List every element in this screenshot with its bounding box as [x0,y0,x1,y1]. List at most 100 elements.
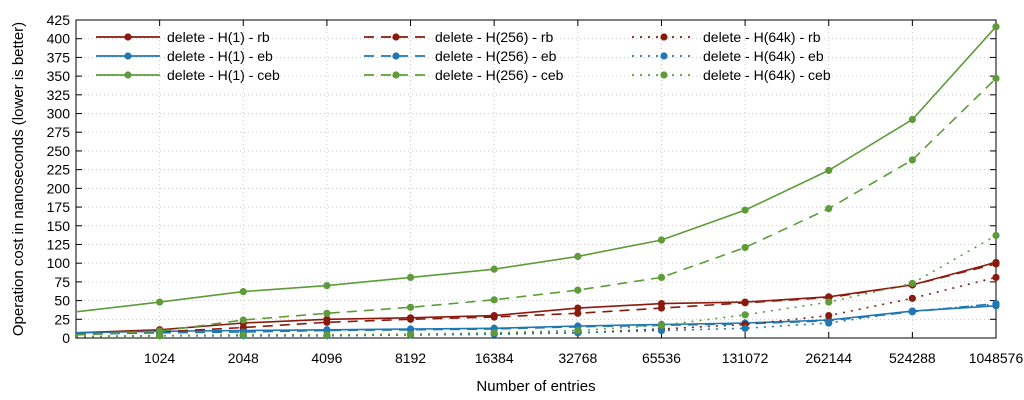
data-point [490,329,498,337]
legend-entry: delete - H(64k) - eb [632,48,824,64]
legend-marker [392,71,400,79]
legend-marker [124,52,132,60]
data-point [992,260,1000,268]
y-tick-label: 125 [47,236,71,252]
legend-label: delete - H(64k) - rb [703,29,821,45]
data-point [490,265,498,273]
y-tick-label: 325 [47,87,71,103]
series-line [75,26,997,313]
legend-entry: delete - H(64k) - ceb [632,67,831,83]
y-tick-label: 25 [54,311,70,327]
data-point [574,304,582,312]
series-line [75,302,997,336]
legend-entry: delete - H(256) - ceb [364,67,564,83]
data-point [239,331,247,339]
data-point [825,166,833,174]
x-tick-label: 131072 [722,350,769,366]
legend-label: delete - H(256) - rb [435,29,553,45]
y-tick-label: 75 [54,274,70,290]
y-tick-label: 350 [47,68,71,84]
legend-entry: delete - H(1) - eb [96,48,273,64]
x-tick-label: 1024 [144,350,175,366]
x-tick-label: 262144 [805,350,852,366]
legend-label: delete - H(256) - eb [435,48,557,64]
data-point [239,316,247,324]
data-point [825,319,833,327]
legend-marker [392,52,400,60]
data-point [657,304,666,312]
y-tick-label: 200 [47,180,71,196]
legend-label: delete - H(64k) - eb [703,48,824,64]
data-point [992,273,1000,281]
y-tick-label: 175 [47,199,71,215]
data-point [992,300,1000,308]
x-tick-label: 524288 [889,350,936,366]
legend-marker [660,71,668,79]
legend-entry: delete - H(256) - rb [364,29,553,45]
series-7 [75,300,1000,340]
data-point [574,326,582,335]
data-point [406,303,415,311]
x-tick-label: 4096 [311,350,342,366]
y-tick-label: 150 [47,218,71,234]
legend-marker [392,33,400,41]
y-axis-label: Operation cost in nanoseconds (lower is … [10,22,27,336]
legend-entry: delete - H(256) - eb [364,48,557,64]
data-point [156,332,164,340]
x-tick-label: 2048 [228,350,259,366]
data-point [657,326,666,335]
legend-label: delete - H(1) - ceb [167,67,280,83]
legend-marker [660,33,668,41]
data-point [657,321,666,329]
axis-ticks: 0 25 50 75 100 125 150 175 200 225 250 275 300 325 350… [47,12,1024,366]
data-point [490,296,498,304]
data-point [825,204,833,213]
data-point [239,288,247,296]
data-point [908,279,916,287]
legend-entry: delete - H(1) - ceb [96,67,280,83]
y-tick-label: 375 [47,49,71,65]
y-tick-label: 50 [54,293,70,309]
legend-label: delete - H(64k) - ceb [703,67,831,83]
series-line [75,261,997,334]
data-point [323,331,331,339]
series-5 [75,74,1000,336]
data-point [908,156,916,164]
series-lines [75,23,1000,340]
legend-marker [124,71,132,79]
data-point [323,318,331,326]
data-point [657,273,666,281]
data-point [992,23,1000,31]
x-tick-label: 32768 [558,350,597,366]
legend-marker [124,33,132,41]
y-tick-label: 275 [47,124,71,140]
x-axis-label: Number of entries [476,378,595,395]
data-point [574,309,582,317]
data-point [490,313,498,321]
data-point [406,330,415,338]
data-point [406,315,415,323]
legend-label: delete - H(1) - rb [167,29,270,45]
data-point [825,298,833,306]
data-point [406,273,415,281]
series-2 [75,23,1000,313]
data-point [992,74,1000,82]
data-point [741,243,749,252]
data-point [156,298,164,306]
x-tick-label: 65536 [642,350,681,366]
data-point [908,307,916,315]
legend-label: delete - H(1) - eb [167,48,273,64]
x-tick-label: 1048576 [969,350,1024,366]
plot-frame [75,19,997,339]
data-point [908,115,916,124]
x-tick-label: 16384 [475,350,514,366]
y-tick-label: 100 [47,255,71,271]
data-point [992,231,1000,240]
series-line [75,77,997,336]
series-0 [75,258,1000,334]
data-point [574,286,582,294]
data-point [323,282,331,290]
series-line [75,263,997,336]
data-point [657,236,666,244]
